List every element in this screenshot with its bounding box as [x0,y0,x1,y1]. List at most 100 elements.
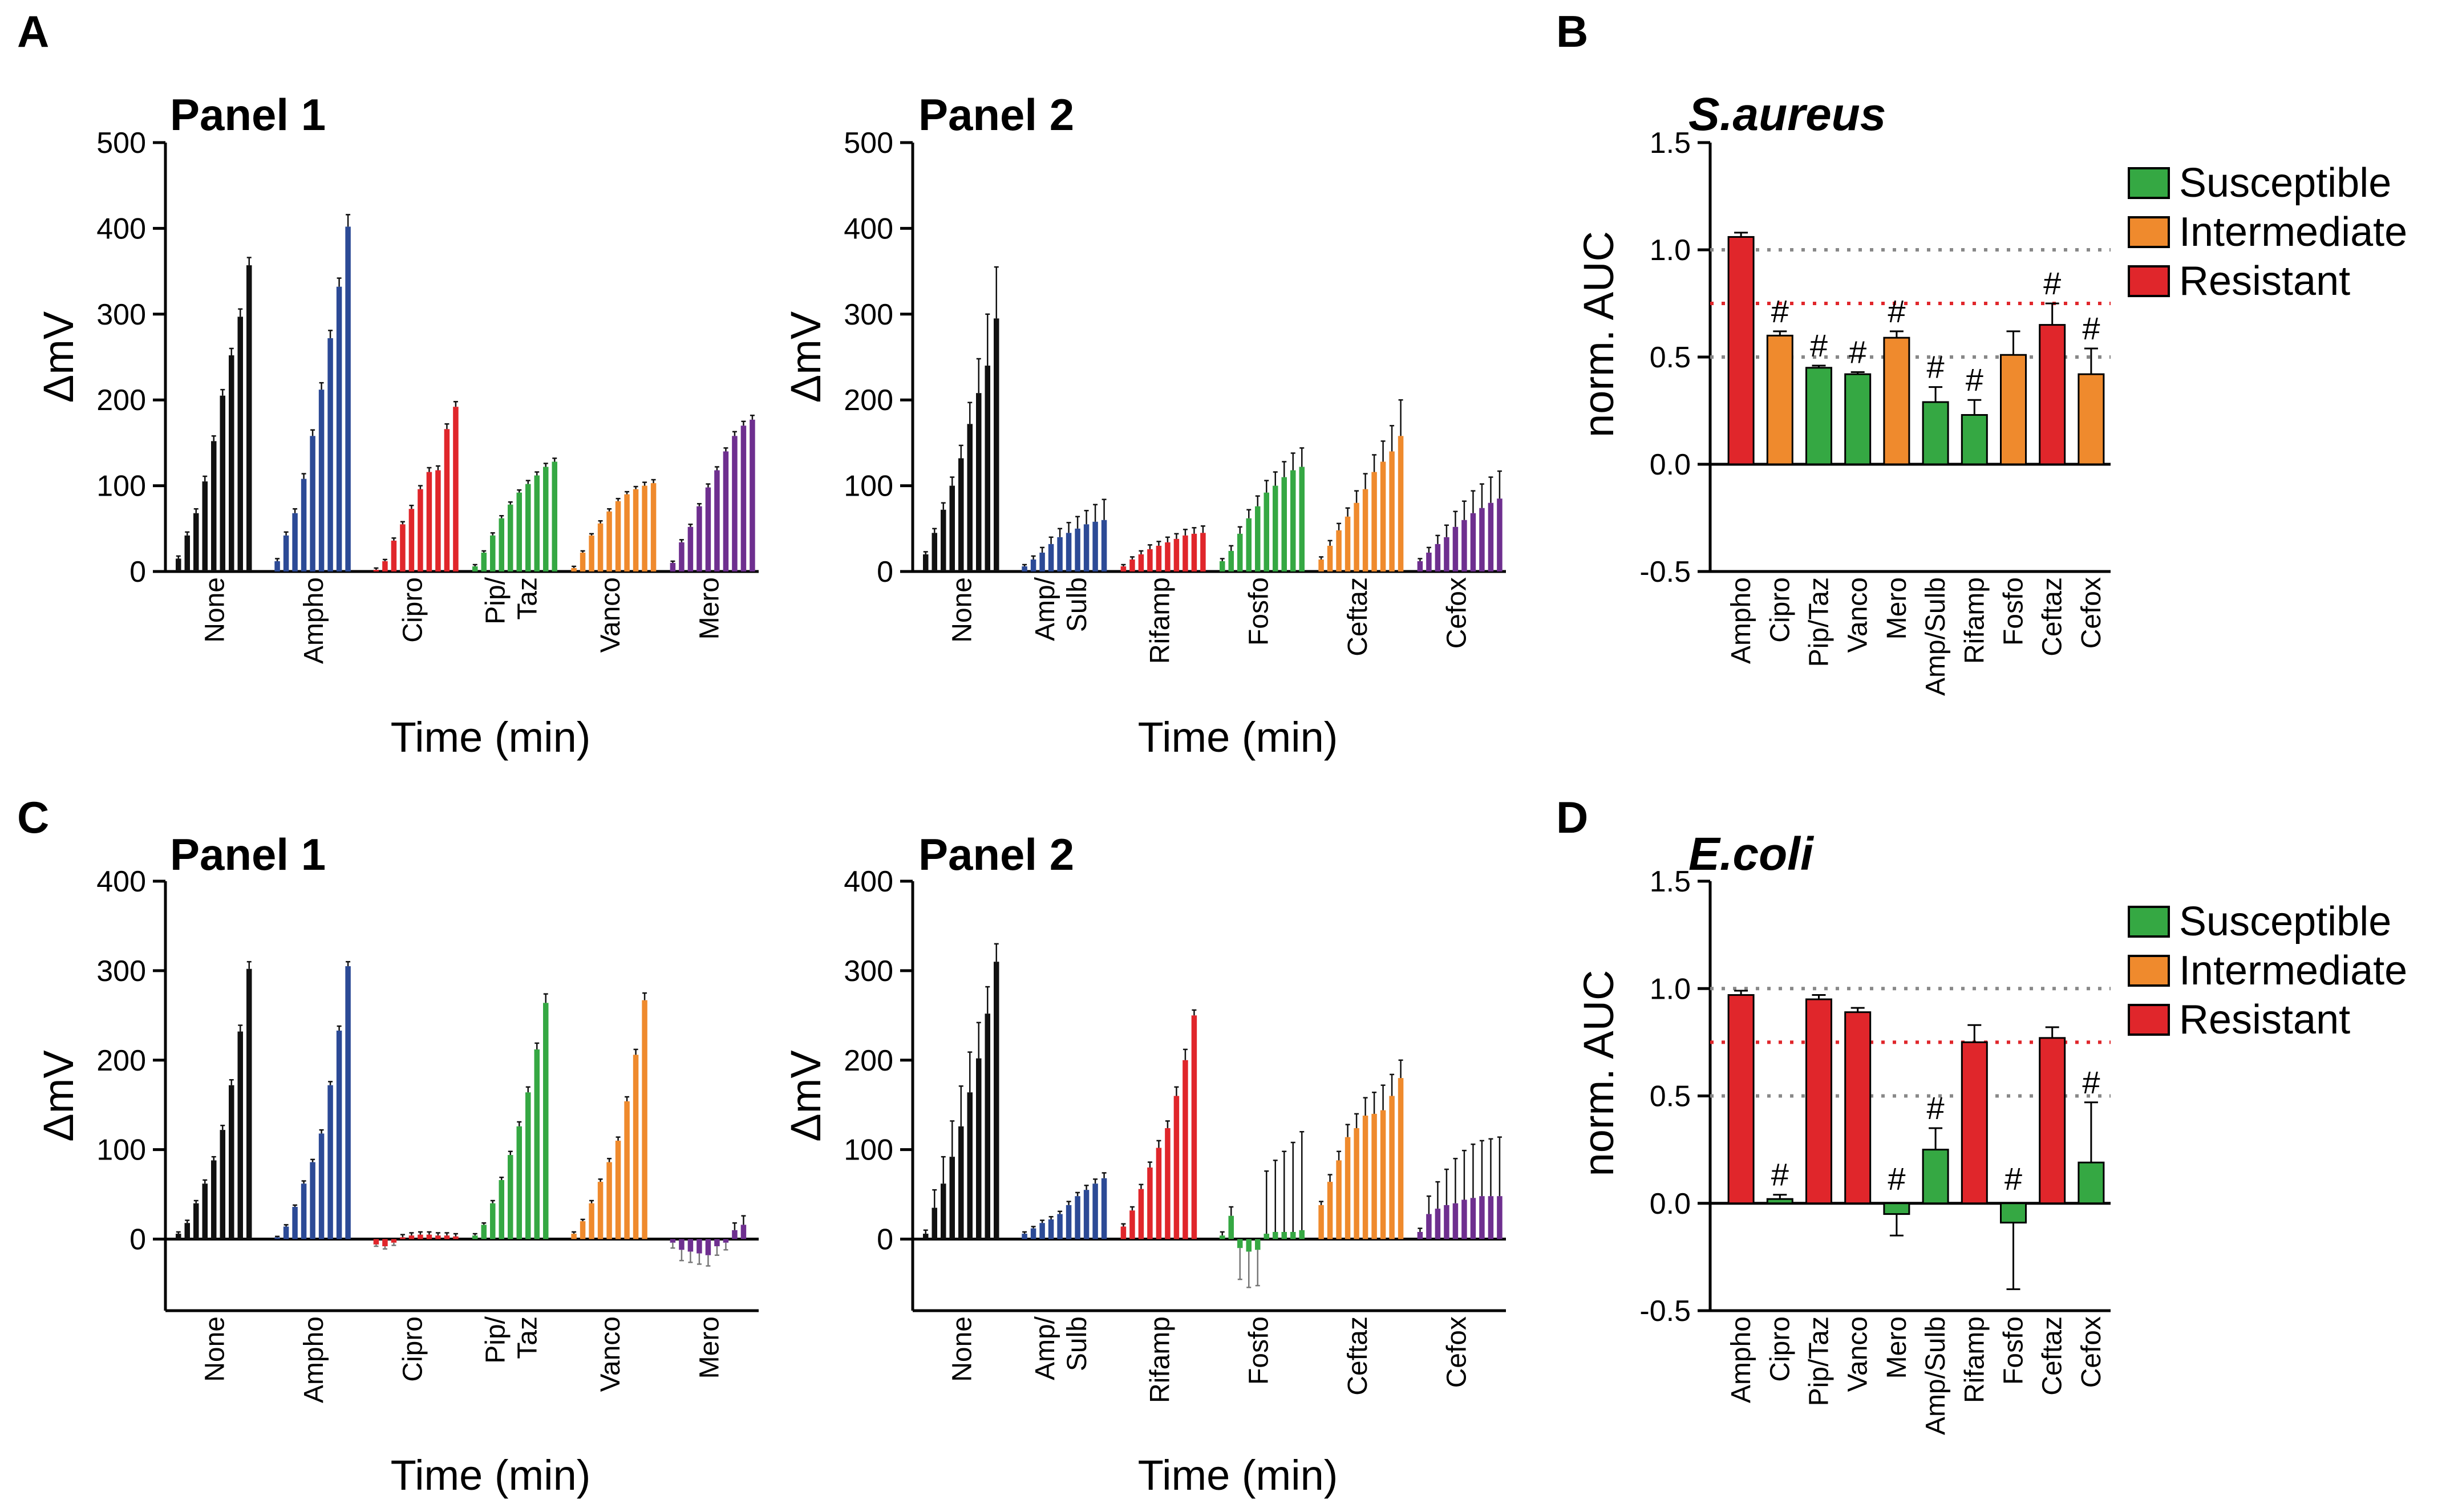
bar [1183,535,1188,571]
bar [1336,1160,1342,1239]
x-category-label: None [947,1316,978,1382]
panel-letter-c: C [17,792,49,842]
bar [1922,1149,1949,1205]
bar [2039,1037,2066,1205]
bar [941,509,946,571]
bar-group [1417,470,1503,571]
bar [237,1031,243,1239]
bar [740,1225,747,1239]
significance-mark: # [1966,362,1983,398]
bar [580,1221,586,1239]
bar-group [670,415,755,571]
bar [444,429,450,571]
bar-group [571,992,647,1239]
bar [310,1162,315,1239]
bar [1173,1096,1180,1239]
x-category-label: Mero [1882,577,1912,639]
bar [985,366,990,571]
bar [670,1239,676,1243]
bar [642,1000,647,1239]
bar [516,1126,522,1239]
bar [444,1235,450,1239]
bar [1030,1228,1036,1239]
bar [274,1237,280,1239]
x-category-label: Mero [694,1316,724,1379]
legend-label: Susceptible [2179,160,2391,206]
bar [967,424,973,571]
bar [292,1207,298,1239]
bar [1290,470,1296,571]
bar [237,317,243,571]
bar [1299,1230,1305,1239]
bar [1345,1137,1351,1239]
bar [472,566,478,571]
significance-mark: # [1810,327,1828,363]
bar [2078,373,2105,465]
bar [1488,502,1494,571]
bar [1273,485,1278,571]
bar [1389,1096,1395,1239]
bar [400,524,406,571]
x-category-label: Pip/Taz [1804,1316,1835,1406]
chart-a-panel1: Panel 1 0 100 200 300 400 500 ΔmV None Ampho Cipro… [35,90,759,761]
bar [1398,436,1404,571]
bar [994,962,999,1239]
significance-mark: # [1888,293,1905,329]
bar [1883,337,1910,465]
bar [1220,1235,1225,1239]
bar [1030,559,1036,571]
legend-label: Susceptible [2179,899,2391,945]
bar [499,518,504,571]
x-category-label: Ceftaz [2038,1316,2068,1396]
bar [1362,489,1368,571]
x-category-label: Cipro [1765,1316,1795,1382]
bar [345,226,351,572]
bar [1237,1239,1243,1248]
bar [1101,520,1107,571]
bar [1380,461,1386,571]
significance-mark: # [2082,1064,2100,1100]
bar [633,1055,639,1239]
bar [1461,1199,1467,1239]
bar [318,1133,325,1239]
bar [292,513,298,571]
bar-group [373,1231,459,1250]
bar [1727,236,1755,465]
bar [1200,533,1206,571]
bar [597,1182,604,1239]
bar [1255,1239,1261,1250]
y-tick-label: 0.5 [1650,1080,1691,1113]
bar [193,1203,199,1239]
bar [229,1085,234,1239]
bar [516,492,522,571]
bar [1246,1239,1252,1252]
bar [1961,1041,1988,1205]
x-axis-label: Time (min) [1138,1452,1338,1499]
bar [453,407,459,571]
bar [650,483,657,571]
bar [615,501,621,571]
bar-group [472,457,557,571]
bar-group [923,266,999,571]
bar [705,1239,711,1255]
bar [525,484,531,571]
panel-title: Panel 2 [918,90,1074,140]
bar [1083,1190,1090,1239]
bar [490,1203,496,1239]
bar [481,1225,487,1239]
bar-group [1120,1009,1197,1239]
bar [184,535,190,571]
bar [2078,1161,2105,1205]
x-category-label: Fosfo [1244,1316,1274,1385]
bar [382,561,388,571]
x-category-label: Mero [694,577,724,639]
x-category-label: Sulb [1062,1316,1092,1371]
y-axis-label: ΔmV [35,311,82,403]
bar [1066,1205,1072,1239]
bar [1452,526,1459,571]
bar [1327,545,1333,571]
bar-group [1022,498,1107,571]
bar-group [176,257,252,571]
bar [1228,1215,1234,1239]
bar [382,1239,388,1247]
